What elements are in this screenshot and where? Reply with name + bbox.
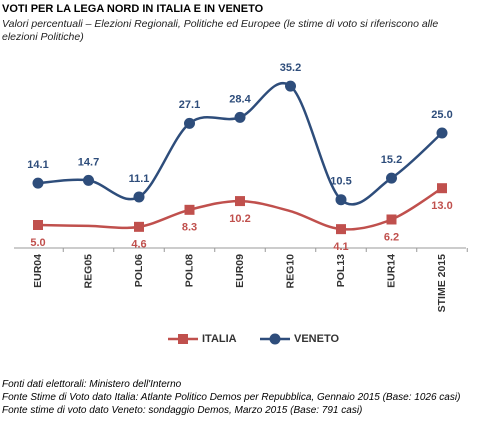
x-tick-label: REG05	[82, 254, 94, 289]
marker	[285, 80, 296, 92]
marker	[336, 224, 346, 235]
data-label: 6.2	[384, 231, 399, 243]
legend-marker	[269, 333, 281, 345]
data-label: 8.3	[182, 222, 197, 234]
chart-title: VOTI PER LA LEGA NORD IN ITALIA E IN VEN…	[2, 3, 264, 15]
x-tick-label: STIME 2015	[436, 254, 448, 313]
x-tick-label: EUR09	[234, 254, 246, 288]
marker	[133, 191, 145, 203]
x-tick-label: POL08	[183, 254, 195, 287]
data-label: 25.0	[431, 109, 452, 121]
legend-label: VENETO	[294, 333, 339, 345]
notes: Fonti dati elettorali: Ministero dell'In…	[2, 378, 460, 417]
marker	[436, 127, 448, 139]
data-label: 27.1	[179, 99, 200, 111]
marker	[32, 177, 44, 189]
marker	[335, 194, 347, 206]
marker	[386, 172, 397, 184]
marker	[386, 214, 397, 225]
line	[37, 82, 443, 206]
marker	[437, 183, 447, 194]
chart-subtitle: Valori percentuali – Elezioni Regionali,…	[2, 18, 439, 43]
data-label: 5.0	[30, 237, 45, 249]
marker	[83, 174, 94, 186]
data-label: 10.5	[330, 176, 351, 188]
data-label: 14.1	[27, 159, 48, 171]
data-label: 14.7	[78, 156, 99, 168]
data-label: 10.2	[229, 213, 250, 225]
data-label: 35.2	[280, 62, 301, 74]
x-tick-label: POL13	[335, 254, 347, 287]
marker	[184, 117, 195, 129]
data-label: 4.6	[131, 239, 146, 251]
data-label: 13.0	[431, 200, 452, 212]
x-tick-label: REG10	[284, 254, 296, 289]
marker	[33, 220, 43, 230]
marker	[134, 221, 144, 232]
marker	[234, 111, 246, 123]
legend-marker	[178, 334, 188, 344]
data-label: 4.1	[333, 241, 348, 253]
marker	[184, 204, 195, 215]
x-tick-label: POL06	[133, 254, 145, 287]
note: Fonti dati elettorali: Ministero dell'In…	[2, 379, 182, 390]
note: Fonte Stime di Voto dato Italia: Atlante…	[2, 392, 461, 403]
x-tick-label: EUR04	[32, 254, 44, 288]
note: Fonte stime di voto dato Veneto: sondagg…	[2, 405, 363, 416]
marker	[235, 196, 245, 207]
data-label: 28.4	[229, 93, 251, 105]
legend-label: ITALIA	[202, 333, 237, 345]
data-label: 15.2	[381, 154, 402, 166]
data-label: 11.1	[129, 173, 150, 185]
x-tick-label: EUR14	[385, 254, 397, 288]
